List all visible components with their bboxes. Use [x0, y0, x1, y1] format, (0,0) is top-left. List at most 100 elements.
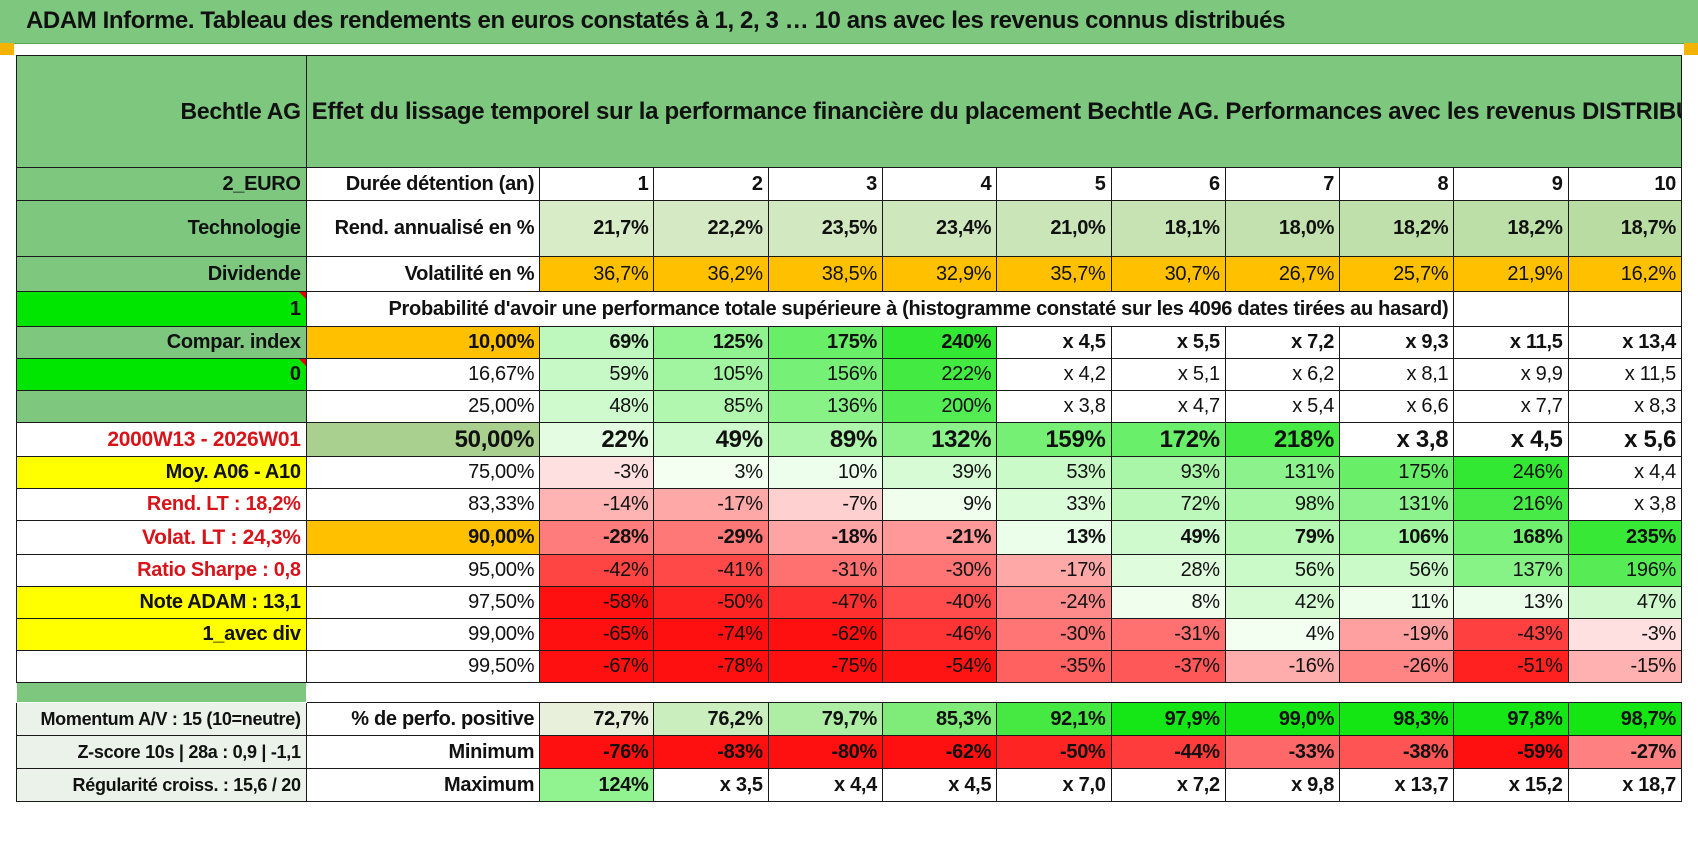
- quantile-label: 16,67%: [305, 358, 541, 391]
- quantile-value: 85%: [653, 390, 769, 423]
- quantile-value: -43%: [1453, 618, 1569, 651]
- min-value: -44%: [1110, 735, 1226, 769]
- flag-one[interactable]: 1: [16, 291, 307, 327]
- table-body: Bechtle AG Effet du lissage temporel sur…: [16, 55, 1682, 802]
- pos-value: 98,7%: [1567, 702, 1682, 736]
- quantile-value: x 7,2: [1224, 326, 1341, 359]
- quantile-value: -26%: [1339, 650, 1455, 683]
- quantile-value: x 3,8: [1339, 422, 1455, 457]
- vol-value-10: 16,2%: [1567, 256, 1682, 292]
- quantile-label: 90,00%: [305, 520, 541, 555]
- spacer-row: [16, 682, 1682, 703]
- quantile-label: 75,00%: [305, 456, 541, 489]
- pos-value: 92,1%: [996, 702, 1112, 736]
- min-value: -50%: [996, 735, 1112, 769]
- quantile-row: Volat. LT : 24,3% 90,00% -28% -29% -18% -21% 1…: [16, 520, 1682, 555]
- quantile-row: 2000W13 - 2026W01 50,00% 22% 49% 89% 132% 159%…: [16, 422, 1682, 457]
- quantile-value: -46%: [881, 618, 998, 651]
- quantile-value: 13%: [1453, 586, 1569, 619]
- quantile-value: 131%: [1224, 456, 1341, 489]
- quantile-value: x 5,1: [1110, 358, 1226, 391]
- quantile-value: -24%: [996, 586, 1112, 619]
- rend-value-3: 23,5%: [767, 200, 884, 257]
- pos-value: 72,7%: [539, 702, 655, 736]
- rend-value-10: 18,7%: [1567, 200, 1682, 257]
- quantile-row: 99,50% -67% -78% -75% -54% -35% -37% -16% -26% -5…: [16, 650, 1682, 683]
- year-header-4: 4: [881, 167, 998, 201]
- quantile-value: 13%: [996, 520, 1112, 555]
- quantile-value: -51%: [1453, 650, 1569, 683]
- performance-table: Bechtle AG Effet du lissage temporel sur…: [16, 55, 1682, 802]
- empty-cell: [1567, 291, 1682, 327]
- duration-label: Durée détention (an): [305, 167, 541, 201]
- quantile-label: 99,50%: [305, 650, 541, 683]
- year-header-10: 10: [1567, 167, 1682, 201]
- quantile-value: 28%: [1110, 554, 1226, 587]
- min-value: -27%: [1567, 735, 1682, 769]
- quantile-value: 93%: [1110, 456, 1226, 489]
- quantile-label: 25,00%: [305, 390, 541, 423]
- quantile-value: 39%: [881, 456, 998, 489]
- quantile-value: 9%: [881, 488, 998, 521]
- vol-value-3: 38,5%: [767, 256, 884, 292]
- quantile-value: 56%: [1339, 554, 1455, 587]
- quantile-value: x 4,4: [1567, 456, 1682, 489]
- quantile-value: x 3,8: [996, 390, 1112, 423]
- quantile-label: 99,00%: [305, 618, 541, 651]
- report-title: ADAM Informe. Tableau des rendements en …: [26, 7, 1286, 34]
- year-header-9: 9: [1453, 167, 1569, 201]
- pos-value: 85,3%: [881, 702, 998, 736]
- quantile-value: x 9,3: [1339, 326, 1455, 359]
- quantile-value: 69%: [539, 326, 655, 359]
- quantile-value: 8%: [1110, 586, 1226, 619]
- quantile-value: 79%: [1224, 520, 1341, 555]
- pos-value: 98,3%: [1339, 702, 1455, 736]
- quantile-row: Moy. A06 - A10 75,00% -3% 3% 10% 39% 53% 93% 131…: [16, 456, 1682, 489]
- quantile-value: x 8,3: [1567, 390, 1682, 423]
- quantile-value: -75%: [767, 650, 884, 683]
- summary-row: Régularité croiss. : 15,6 / 20 Maximum 124…: [16, 768, 1682, 802]
- sharpe-label: Ratio Sharpe : 0,8: [16, 554, 307, 587]
- quantile-value: -18%: [767, 520, 884, 555]
- rend-value-7: 18,0%: [1224, 200, 1341, 257]
- quantile-value: -40%: [881, 586, 998, 619]
- rend-value-2: 22,2%: [653, 200, 769, 257]
- spacer-blank: [306, 683, 1681, 703]
- flag-zero[interactable]: 0: [16, 358, 307, 391]
- quantile-value: -28%: [539, 520, 655, 555]
- quantile-row: Note ADAM : 13,1 97,50% -58% -50% -47% -40% -2…: [16, 586, 1682, 619]
- quantile-row: Rend. LT : 18,2% 83,33% -14% -17% -7% 9% 33% 72…: [16, 488, 1682, 521]
- max-value: x 4,5: [881, 768, 998, 802]
- year-header-1: 1: [539, 167, 655, 201]
- max-value: x 18,7: [1567, 768, 1682, 802]
- max-value: x 7,2: [1110, 768, 1226, 802]
- summary-row: Z-score 10s | 28a : 0,9 | -1,1 Minimum -76…: [16, 735, 1682, 769]
- avec-div-label: 1_avec div: [16, 618, 307, 651]
- quantile-value: -17%: [996, 554, 1112, 587]
- quantile-value: 105%: [653, 358, 769, 391]
- quantile-value: 168%: [1453, 520, 1569, 555]
- vol-value-4: 32,9%: [881, 256, 998, 292]
- vol-value-5: 35,7%: [996, 256, 1112, 292]
- quantile-value: 33%: [996, 488, 1112, 521]
- quantile-value: -31%: [1110, 618, 1226, 651]
- pos-value: 76,2%: [653, 702, 769, 736]
- quantile-label: 95,00%: [305, 554, 541, 587]
- quantile-value: -41%: [653, 554, 769, 587]
- quantile-value: 216%: [1453, 488, 1569, 521]
- quantile-value: x 5,5: [1110, 326, 1226, 359]
- quantile-value: 72%: [1110, 488, 1226, 521]
- min-value: -38%: [1339, 735, 1455, 769]
- min-value: -76%: [539, 735, 655, 769]
- quantile-value: x 11,5: [1453, 326, 1569, 359]
- quantile-value: -65%: [539, 618, 655, 651]
- quantile-value: 49%: [653, 422, 769, 457]
- quantile-value: -7%: [767, 488, 884, 521]
- quantile-value: 132%: [881, 422, 998, 457]
- compar-index-label: Compar. index: [16, 326, 307, 359]
- rend-value-4: 23,4%: [881, 200, 998, 257]
- pos-value: 79,7%: [767, 702, 884, 736]
- quantile-row: Compar. index 10,00% 69% 125% 175% 240% x 4,5 x…: [16, 326, 1682, 359]
- quantile-value: -62%: [767, 618, 884, 651]
- quantile-value: x 4,2: [996, 358, 1112, 391]
